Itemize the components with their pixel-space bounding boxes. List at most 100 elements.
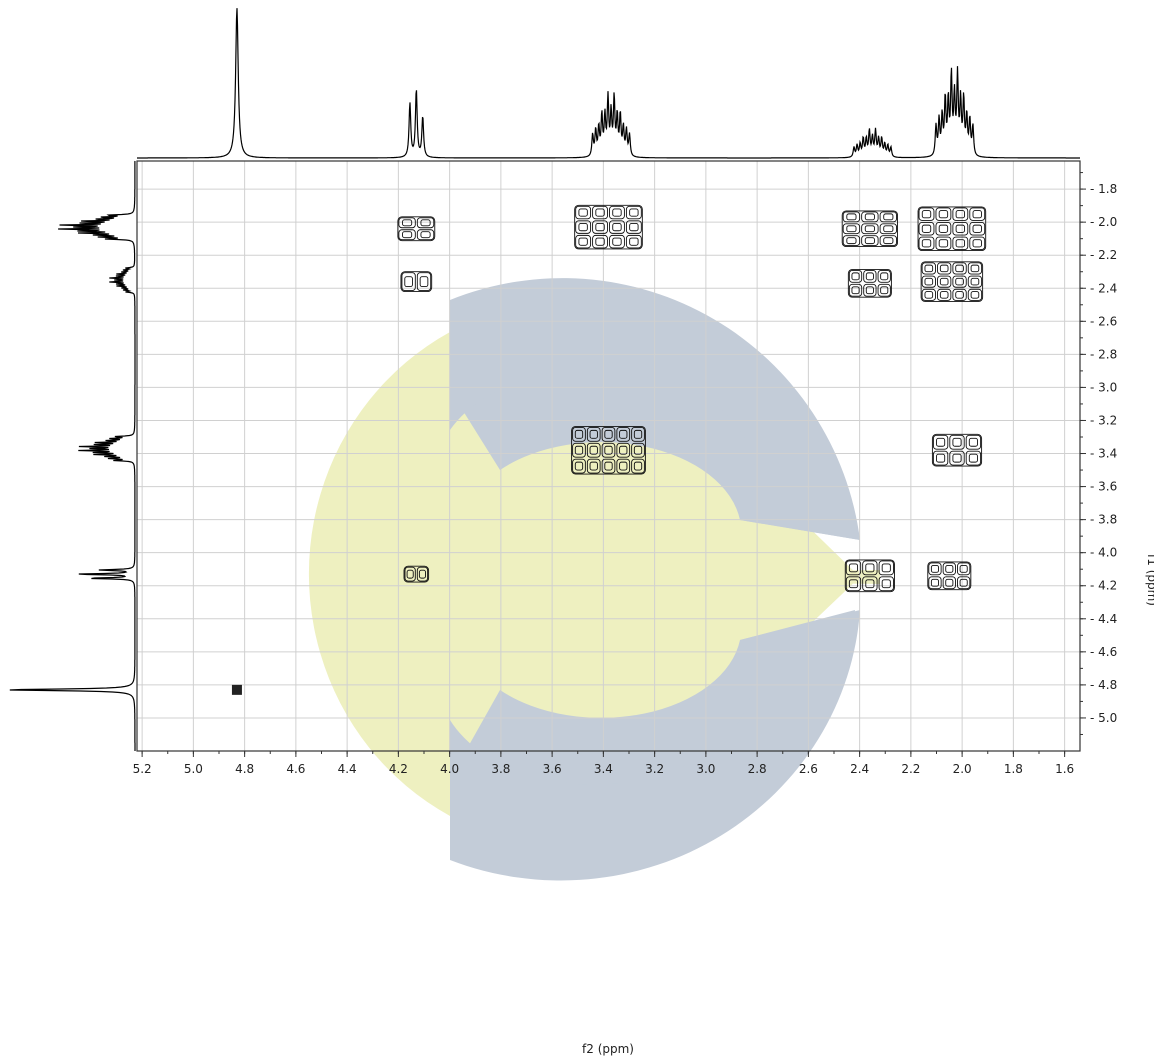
contour-ring — [851, 286, 860, 295]
contour-outline — [927, 561, 972, 591]
contour-ring — [616, 458, 631, 474]
contour-ring — [881, 563, 891, 573]
contour-ring — [406, 569, 414, 579]
contour-ring — [586, 458, 601, 474]
contour-ring — [609, 205, 625, 220]
contour-ring — [416, 217, 435, 229]
x-tick-label: 4.8 — [235, 762, 254, 776]
contour-ring — [862, 576, 878, 592]
top-spectrum-trace — [137, 8, 1080, 159]
contour-ring — [575, 205, 592, 220]
contour-outline — [403, 565, 430, 583]
contour-ring — [965, 450, 982, 466]
y-tick-label: - 2.4 — [1090, 281, 1117, 295]
contour-ring — [402, 219, 413, 227]
contour-ring — [592, 234, 608, 249]
contour-ring — [957, 576, 971, 590]
contour-ring — [578, 208, 588, 217]
contour-ring — [945, 564, 954, 573]
contour-ring — [918, 236, 935, 251]
contour-ring — [969, 236, 986, 251]
contour-ring — [921, 262, 936, 275]
contour-ring — [625, 205, 642, 220]
cross-peak — [917, 206, 987, 252]
y-tick-label: - 3.4 — [1090, 447, 1117, 461]
contour-ring — [589, 429, 598, 439]
x-tick-label: 3.4 — [594, 762, 613, 776]
contour-ring — [848, 579, 859, 589]
contour-ring — [574, 461, 584, 471]
contour-ring — [631, 458, 645, 474]
x-tick-label: 2.6 — [799, 762, 818, 776]
contour-ring — [586, 442, 601, 458]
contour-ring — [595, 208, 605, 217]
contour-outline — [397, 216, 436, 242]
y-tick-label: - 3.0 — [1090, 380, 1117, 394]
y-tick-label: - 4.4 — [1090, 612, 1117, 626]
contour-ring — [939, 264, 949, 273]
contour-ring — [955, 210, 966, 219]
contour-ring — [955, 291, 964, 299]
contour-ring — [969, 222, 986, 236]
contour-ring — [848, 283, 863, 297]
contour-outline — [844, 559, 895, 593]
contour-ring — [619, 429, 628, 439]
contour-ring — [952, 453, 962, 463]
y-tick-label: - 5.0 — [1090, 711, 1117, 725]
contour-ring — [932, 450, 949, 466]
contour-ring — [921, 275, 936, 288]
contour-ring — [921, 210, 932, 219]
contour-ring — [967, 275, 983, 288]
y-tick-label: - 2.2 — [1090, 248, 1117, 262]
contour-ring — [959, 578, 968, 587]
cross-peak — [841, 210, 899, 248]
x-tick-label: 3.2 — [645, 762, 664, 776]
contour-ring — [416, 229, 435, 241]
contour-ring — [863, 269, 877, 283]
cross-peak — [920, 261, 984, 302]
cross-peak-dot — [231, 684, 242, 695]
x-tick-label: 3.6 — [543, 762, 562, 776]
contour-ring — [619, 445, 628, 455]
contour-ring — [842, 223, 861, 235]
contour-ring — [930, 578, 940, 587]
contour-ring — [865, 272, 874, 281]
x-axis: 5.2 5.0 4.8 4.6 4.4 4.2 4.0 3.8 3.6 3.4 3.2 3.0 2.8 2… — [133, 751, 1074, 776]
contour-ring — [609, 234, 625, 249]
contour-ring — [609, 220, 625, 234]
contour-ring — [965, 434, 982, 450]
contour-ring — [633, 461, 643, 471]
contour-ring — [851, 272, 860, 281]
contour-ring — [952, 288, 967, 301]
contour-ring — [398, 229, 416, 241]
x-tick-label: 4.2 — [389, 762, 408, 776]
contour-ring — [957, 562, 971, 576]
contour-ring — [935, 207, 952, 221]
contour-ring — [883, 237, 894, 245]
contour-ring — [402, 231, 413, 239]
contour-ring — [574, 445, 584, 455]
cross-peak — [574, 204, 643, 250]
x-tick-label: 2.0 — [953, 762, 972, 776]
watermark-yellow-crescent — [308, 299, 860, 849]
contour-ring — [574, 429, 584, 439]
cross-peak — [571, 425, 646, 475]
cross-peak — [847, 268, 892, 298]
contour-ring — [404, 276, 413, 288]
contour-ring — [880, 272, 889, 281]
contour-ring — [952, 236, 969, 251]
contour-ring — [864, 213, 875, 221]
contour-ring — [592, 220, 608, 234]
contour-ring — [939, 277, 949, 286]
contour-ring — [955, 277, 964, 286]
contour-ring — [863, 283, 877, 297]
cross-peak — [403, 565, 430, 583]
contour-ring — [918, 207, 935, 221]
left-projection-spectrum — [9, 160, 136, 751]
contour-ring — [612, 223, 622, 232]
contour-ring — [629, 208, 639, 217]
left-spectrum-trace — [9, 160, 136, 751]
contour-ring — [928, 576, 942, 590]
contour-ring — [401, 272, 416, 292]
contour-ring — [631, 426, 645, 442]
